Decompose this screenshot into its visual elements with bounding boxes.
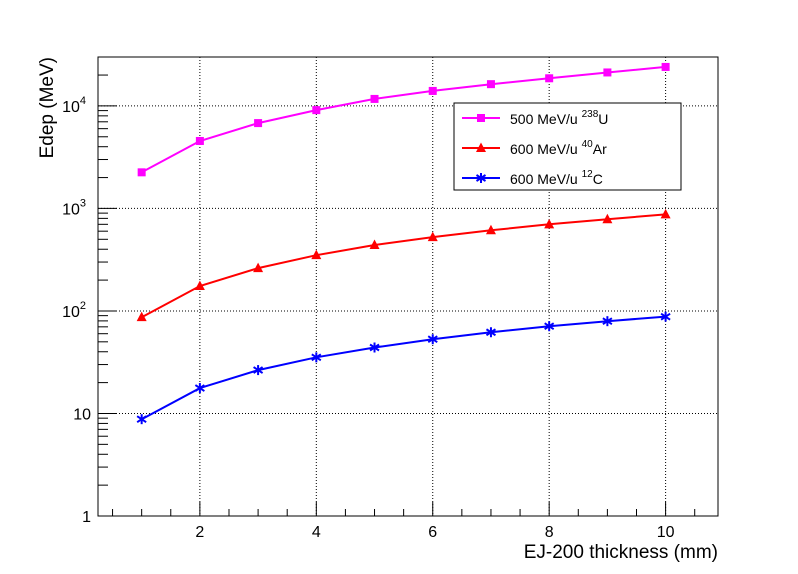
data-point bbox=[661, 62, 670, 71]
data-point bbox=[194, 383, 205, 394]
data-point bbox=[485, 327, 497, 338]
series-line bbox=[141, 65, 666, 174]
data-point bbox=[545, 74, 554, 83]
x-axis-title: EJ-200 thickness (mm) bbox=[524, 542, 718, 563]
data-point bbox=[427, 231, 438, 242]
y-tick-label: 103 bbox=[62, 197, 86, 218]
series-2 bbox=[136, 208, 671, 322]
plot-frame bbox=[97, 56, 719, 517]
series-1 bbox=[137, 62, 670, 177]
legend-marker bbox=[477, 114, 485, 122]
series-layer bbox=[136, 62, 671, 425]
data-point bbox=[544, 218, 555, 229]
y-tick-label: 10 bbox=[73, 406, 91, 423]
data-point bbox=[253, 365, 264, 376]
x-tick-label: 6 bbox=[428, 524, 437, 541]
data-point bbox=[369, 239, 380, 249]
data-point bbox=[311, 249, 322, 260]
data-point bbox=[602, 213, 613, 224]
y-axis-title: Edep (MeV) bbox=[37, 57, 58, 158]
x-tick-label: 8 bbox=[545, 524, 554, 541]
x-tick-label: 4 bbox=[312, 524, 321, 541]
data-point bbox=[253, 262, 264, 273]
legend-marker bbox=[476, 142, 486, 152]
legend-label: 600 MeV/u 40Ar bbox=[510, 139, 607, 157]
data-point bbox=[602, 316, 613, 327]
legend-marker bbox=[475, 173, 487, 183]
axis-ticks bbox=[98, 56, 696, 517]
y-tick-label: 104 bbox=[62, 95, 86, 116]
data-point bbox=[486, 80, 495, 89]
data-point bbox=[428, 86, 437, 95]
data-point bbox=[660, 311, 671, 322]
data-point bbox=[427, 334, 438, 345]
y-tick-label: 1 bbox=[82, 509, 91, 526]
series-3 bbox=[136, 311, 671, 425]
data-point bbox=[485, 224, 496, 235]
data-point bbox=[136, 311, 147, 322]
data-point bbox=[136, 414, 147, 425]
data-point bbox=[370, 94, 379, 103]
data-point bbox=[660, 208, 671, 219]
data-point bbox=[254, 119, 263, 128]
series-line bbox=[141, 315, 666, 421]
data-point bbox=[194, 280, 205, 291]
data-point bbox=[311, 352, 322, 363]
data-point bbox=[544, 321, 555, 332]
data-point bbox=[312, 106, 321, 115]
data-point bbox=[195, 136, 204, 145]
tick-labels: 2 4 6 8 10 1 10 102 103 104 bbox=[62, 95, 675, 541]
x-tick-label: 2 bbox=[195, 524, 204, 541]
y-tick-label: 102 bbox=[62, 300, 86, 321]
data-point bbox=[369, 342, 380, 353]
data-point bbox=[603, 68, 612, 77]
legend-entry: 600 MeV/u 12C bbox=[462, 169, 603, 187]
x-tick-label: 10 bbox=[657, 524, 675, 541]
legend-label: 600 MeV/u 12C bbox=[510, 169, 603, 187]
data-point bbox=[137, 168, 146, 177]
series-line bbox=[141, 213, 666, 319]
